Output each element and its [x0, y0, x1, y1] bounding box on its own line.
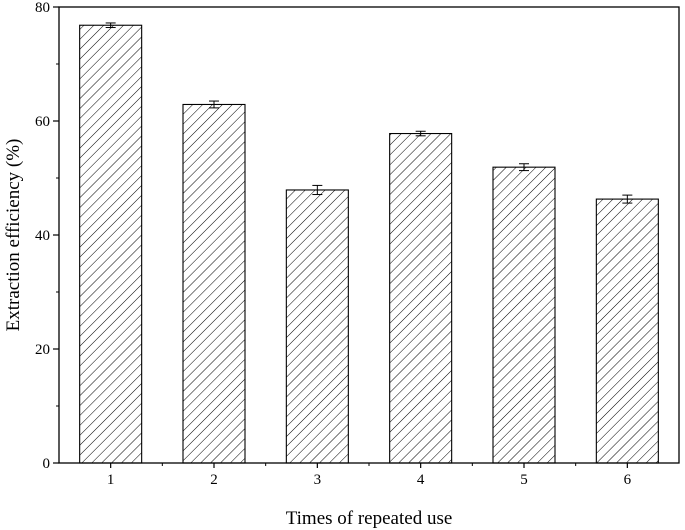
- bar-2: [182, 103, 246, 464]
- x-tick-label: 2: [210, 472, 218, 488]
- x-tick-label: 6: [624, 472, 632, 488]
- bar-1: [79, 24, 143, 464]
- error-bar-6: [622, 194, 633, 204]
- plot-frame: [58, 6, 680, 464]
- y-tick-label: 60: [35, 114, 50, 130]
- x-tick-label: 4: [417, 472, 425, 488]
- bar-4: [389, 132, 453, 464]
- y-tick-label: 80: [35, 0, 50, 16]
- x-tick-label: 1: [107, 472, 115, 488]
- y-tick-label: 20: [35, 342, 50, 358]
- bar-5: [492, 166, 556, 464]
- bars-layer: [79, 24, 659, 464]
- error-bar-4: [415, 130, 426, 137]
- x-tick-label: 3: [314, 472, 322, 488]
- error-bar-2: [209, 100, 219, 109]
- x-tick-label: 5: [520, 472, 528, 488]
- y-tick-label: 40: [35, 228, 50, 244]
- y-tick-label: 0: [43, 456, 51, 472]
- bar-3: [285, 189, 349, 464]
- y-axis-title: Extraction efficiency (%): [3, 139, 24, 332]
- error-bars-layer: [105, 22, 633, 204]
- error-bar-1: [105, 22, 116, 29]
- bar-6: [595, 198, 659, 464]
- error-bar-5: [519, 163, 529, 172]
- x-axis-title: Times of repeated use: [286, 508, 453, 529]
- error-bar-3: [312, 184, 323, 196]
